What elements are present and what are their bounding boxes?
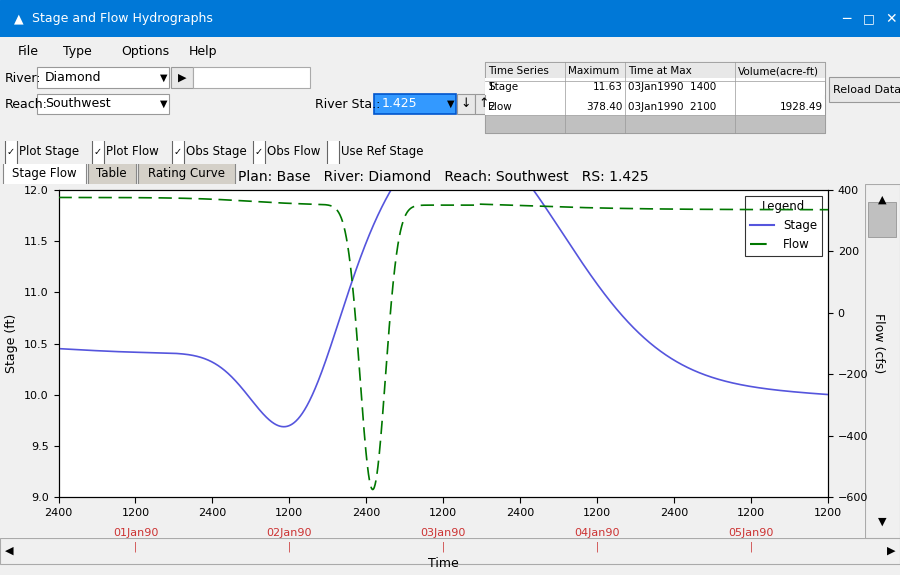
Text: 2: 2 [488, 102, 495, 112]
Text: |: | [750, 542, 752, 553]
FancyBboxPatch shape [4, 133, 16, 172]
FancyBboxPatch shape [475, 94, 493, 114]
Bar [485, 78, 825, 94]
Text: |: | [134, 542, 137, 553]
Text: 11.63: 11.63 [593, 82, 623, 91]
Text: 01Jan90: 01Jan90 [112, 528, 158, 538]
Text: ▶: ▶ [887, 546, 896, 555]
Text: ▼: ▼ [447, 99, 454, 109]
Text: ✓: ✓ [174, 147, 182, 157]
Text: ▲: ▲ [14, 12, 23, 25]
Text: Obs Flow: Obs Flow [267, 145, 320, 159]
Text: ↑: ↑ [479, 97, 490, 110]
FancyBboxPatch shape [457, 94, 475, 114]
Text: ▼: ▼ [878, 517, 886, 527]
Text: |: | [442, 542, 445, 553]
Text: Time Series: Time Series [488, 67, 549, 76]
Text: Diamond: Diamond [45, 71, 102, 84]
Text: Table: Table [96, 167, 127, 180]
Text: |: | [288, 542, 291, 553]
Legend: Stage, Flow: Stage, Flow [745, 196, 822, 256]
FancyBboxPatch shape [3, 155, 86, 193]
Text: 1.425: 1.425 [382, 97, 418, 110]
Text: ▲: ▲ [878, 194, 886, 205]
FancyBboxPatch shape [374, 94, 456, 114]
Bar [485, 63, 825, 133]
FancyBboxPatch shape [253, 133, 265, 172]
FancyBboxPatch shape [37, 67, 169, 87]
Title: Plan: Base   River: Diamond   Reach: Southwest   RS: 1.425: Plan: Base River: Diamond Reach: Southwe… [238, 170, 649, 185]
Text: ✓: ✓ [255, 147, 263, 157]
Text: ✕: ✕ [886, 12, 896, 26]
Text: Flow: Flow [488, 102, 512, 112]
Text: Rating Curve: Rating Curve [148, 167, 224, 180]
FancyBboxPatch shape [172, 133, 184, 172]
Text: Stage: Stage [488, 82, 518, 91]
Text: River:: River: [5, 72, 41, 85]
Text: ↓: ↓ [461, 97, 472, 110]
FancyBboxPatch shape [138, 155, 235, 193]
Text: ▶: ▶ [178, 72, 186, 82]
FancyBboxPatch shape [87, 155, 136, 193]
Text: Maximum: Maximum [568, 67, 619, 76]
X-axis label: Time: Time [428, 557, 459, 570]
Text: 02Jan90: 02Jan90 [266, 528, 312, 538]
Text: Use Ref Stage: Use Ref Stage [341, 145, 424, 159]
Text: Plot Flow: Plot Flow [106, 145, 158, 159]
Text: ◀: ◀ [4, 546, 13, 555]
Text: ✓: ✓ [6, 147, 14, 157]
Text: File: File [18, 45, 39, 58]
Text: Type: Type [63, 45, 92, 58]
Text: River Sta.:: River Sta.: [315, 98, 381, 111]
Text: Options: Options [122, 45, 169, 58]
Text: Reload Data: Reload Data [832, 85, 900, 94]
Text: Stage and Flow Hydrographs: Stage and Flow Hydrographs [32, 12, 212, 25]
Text: 04Jan90: 04Jan90 [574, 528, 620, 538]
FancyBboxPatch shape [829, 78, 900, 102]
FancyBboxPatch shape [327, 133, 338, 172]
FancyBboxPatch shape [37, 94, 169, 114]
Bar [485, 63, 825, 80]
Text: 1928.49: 1928.49 [780, 102, 823, 112]
Bar [0, 538, 900, 564]
FancyBboxPatch shape [171, 67, 193, 87]
Text: Stage Flow: Stage Flow [12, 167, 77, 180]
Text: ▼: ▼ [160, 72, 167, 82]
Text: 03Jan1990  1400: 03Jan1990 1400 [628, 82, 716, 91]
Text: 1: 1 [488, 82, 495, 91]
Text: 03Jan1990  2100: 03Jan1990 2100 [628, 102, 716, 112]
Text: Help: Help [189, 45, 218, 58]
Text: Volume(acre-ft): Volume(acre-ft) [738, 67, 819, 76]
Text: 05Jan90: 05Jan90 [728, 528, 774, 538]
Text: |: | [596, 542, 599, 553]
Bar [485, 114, 825, 133]
Bar [868, 202, 896, 237]
Text: 03Jan90: 03Jan90 [420, 528, 466, 538]
FancyBboxPatch shape [92, 133, 104, 172]
Text: Obs Stage: Obs Stage [186, 145, 248, 159]
Bar [485, 98, 825, 114]
Text: Plot Stage: Plot Stage [19, 145, 79, 159]
Text: Reach:: Reach: [5, 98, 48, 111]
FancyBboxPatch shape [193, 67, 310, 87]
Text: □: □ [862, 12, 875, 25]
Text: ─: ─ [842, 12, 850, 26]
Y-axis label: Stage (ft): Stage (ft) [5, 314, 19, 373]
Text: ▼: ▼ [160, 99, 167, 109]
Y-axis label: Flow (cfs): Flow (cfs) [872, 313, 885, 374]
Text: 378.40: 378.40 [587, 102, 623, 112]
Text: ✓: ✓ [94, 147, 102, 157]
Text: Southwest: Southwest [45, 97, 111, 110]
Text: Time at Max: Time at Max [628, 67, 692, 76]
